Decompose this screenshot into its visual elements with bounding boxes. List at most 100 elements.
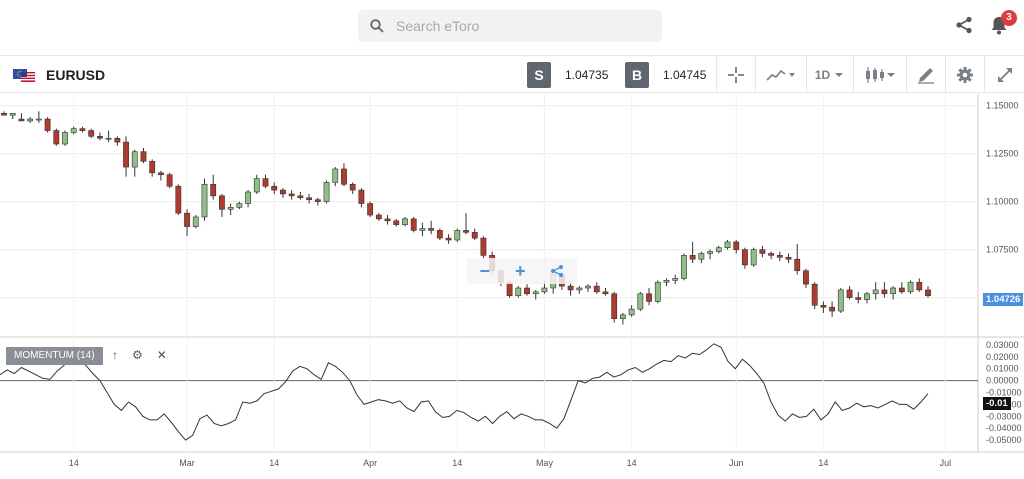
candle-body <box>70 128 77 133</box>
arrow-up-icon[interactable]: ↑ <box>112 348 118 362</box>
candle-body <box>663 280 670 283</box>
candle-body <box>916 281 923 291</box>
candle-body <box>419 228 426 231</box>
candle-body <box>811 283 818 306</box>
momentum-tick-label: 0.03000 <box>986 340 1019 350</box>
expand-icon <box>997 67 1012 82</box>
candle-body <box>210 184 217 197</box>
sell-button[interactable]: S <box>527 62 551 88</box>
time-tick-label: Apr <box>363 458 377 468</box>
candle-body <box>515 287 522 296</box>
candle-body <box>18 118 25 122</box>
candle-body <box>881 289 888 295</box>
candle-body <box>506 281 513 296</box>
candle-body <box>803 270 809 285</box>
candle-body <box>750 249 757 266</box>
candle-body <box>306 197 312 200</box>
candle-body <box>898 287 905 293</box>
candle-body <box>53 130 60 145</box>
buy-price[interactable]: 1.04745 <box>663 68 707 82</box>
candle-body <box>846 289 853 298</box>
candle-body <box>140 151 147 162</box>
gear-icon <box>956 66 973 83</box>
top-bar: 3 <box>0 0 1024 54</box>
momentum-indicator-label[interactable]: MOMENTUM (14) <box>6 347 103 365</box>
timeframe-dropdown[interactable]: 1D <box>806 56 852 93</box>
drawing-tools-button[interactable] <box>906 56 944 93</box>
candle-body <box>768 253 774 256</box>
candle-body <box>428 228 435 231</box>
share-chart-icon[interactable] <box>550 264 564 278</box>
zoom-out-button[interactable]: − <box>479 260 490 281</box>
momentum-tick-label: 0.00000 <box>986 376 1019 386</box>
candle-body <box>864 293 870 300</box>
candle-body <box>9 112 16 116</box>
candle-body <box>297 195 304 199</box>
candle-body <box>245 191 251 204</box>
momentum-tick-label: 0.01000 <box>986 364 1019 374</box>
candle-body <box>681 255 687 279</box>
candle-body <box>166 174 173 187</box>
candle-body <box>872 289 879 295</box>
candle-body <box>175 185 182 214</box>
candle-body <box>715 247 722 252</box>
candle-body <box>96 136 103 139</box>
close-icon[interactable]: ✕ <box>156 348 167 362</box>
time-tick-label: Jun <box>729 458 744 468</box>
candle-body <box>454 230 461 241</box>
candle-body <box>314 199 321 202</box>
zoom-in-button[interactable]: + <box>514 260 526 281</box>
candle-body <box>253 178 260 193</box>
candle-body <box>628 308 635 316</box>
momentum-line <box>0 343 929 441</box>
candle-body <box>402 218 408 225</box>
candle-body <box>341 168 347 185</box>
candle-body <box>829 306 836 312</box>
search-input[interactable] <box>396 18 636 34</box>
zoom-toolbar: − + <box>467 258 577 284</box>
candle-body <box>410 218 417 231</box>
candle-body <box>524 287 530 295</box>
candle-body <box>88 130 95 137</box>
candle-body <box>280 189 286 195</box>
crosshair-button[interactable] <box>716 56 754 93</box>
notification-badge: 3 <box>1001 10 1017 26</box>
candle-body <box>367 203 374 216</box>
share-icon[interactable] <box>955 16 973 34</box>
price-chart[interactable]: 1.150001.125001.100001.075001.050000.030… <box>0 94 1024 479</box>
candle-body <box>227 207 234 210</box>
candle-body <box>759 249 766 254</box>
candle-body <box>463 230 469 233</box>
indicators-button[interactable] <box>755 56 805 93</box>
search-box[interactable] <box>358 10 662 42</box>
candle-body <box>158 172 164 176</box>
candle-body <box>1 112 7 116</box>
candle-body <box>105 137 112 140</box>
candle-body <box>262 178 269 187</box>
candle-body <box>349 184 356 191</box>
candle-body <box>785 256 792 260</box>
candle-body <box>384 218 391 222</box>
candle-body <box>79 128 86 131</box>
candle-body <box>907 281 914 293</box>
settings-button[interactable] <box>945 56 983 93</box>
candle-body <box>567 285 574 291</box>
eu-us-flag-icon <box>13 69 35 82</box>
candle-body <box>358 189 365 204</box>
momentum-value-tag: -0.01 <box>983 397 1011 410</box>
fullscreen-button[interactable] <box>984 56 1024 93</box>
candle-body <box>541 287 548 293</box>
price-tick-label: 1.12500 <box>986 149 1019 159</box>
candle-body <box>724 241 731 248</box>
momentum-tick-label: 0.02000 <box>986 352 1019 362</box>
time-tick-label: 14 <box>269 458 279 468</box>
candle-body <box>707 251 713 254</box>
pencil-icon <box>917 67 934 84</box>
chart-type-button[interactable] <box>853 56 905 93</box>
momentum-tick-label: -0.01000 <box>986 388 1022 398</box>
candle-body <box>393 220 400 225</box>
buy-button[interactable]: B <box>625 62 649 88</box>
gear-icon[interactable]: ⚙ <box>132 348 143 362</box>
sell-price[interactable]: 1.04735 <box>565 68 609 82</box>
price-tick-label: 1.07500 <box>986 245 1019 255</box>
